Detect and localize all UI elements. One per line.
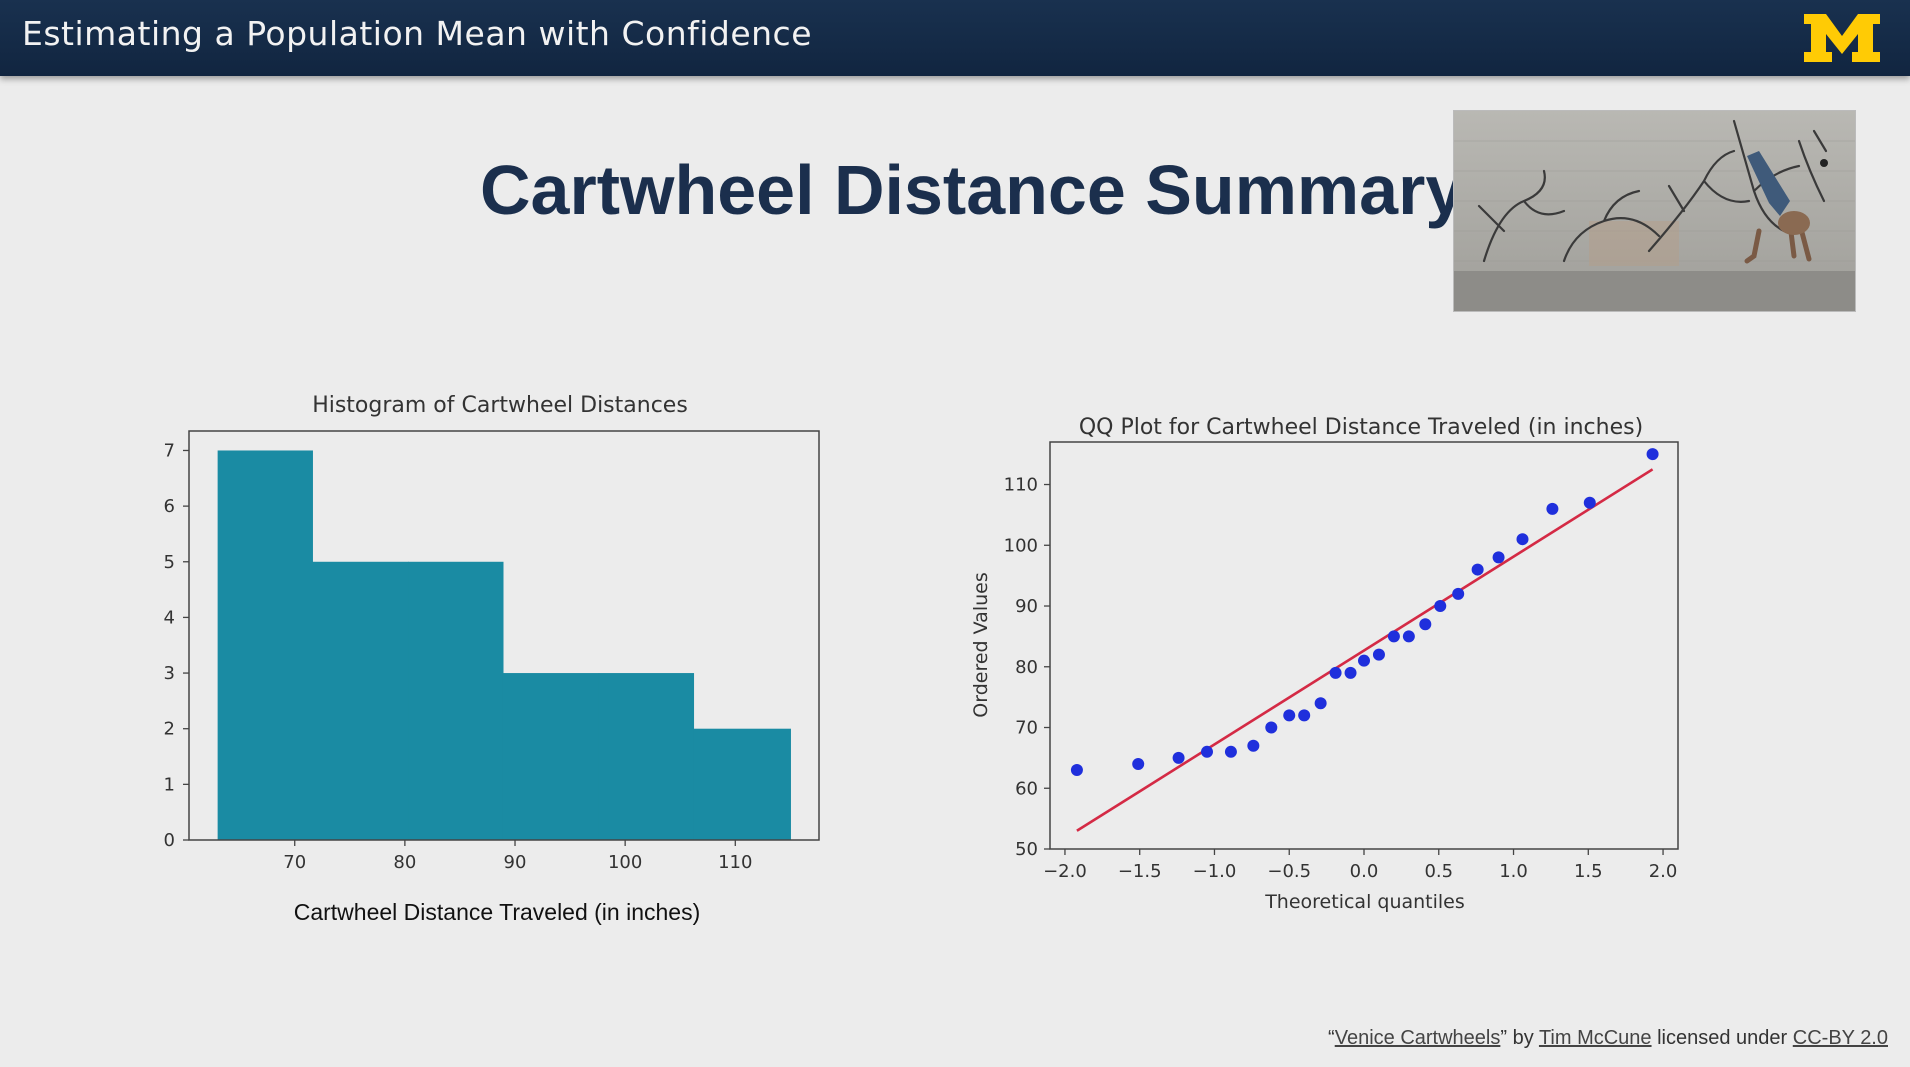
histogram-x-tick-label: 110 (718, 852, 752, 873)
histogram-bar (693, 728, 791, 840)
image-credit: “Venice Cartwheels” by Tim McCune licens… (1328, 1027, 1888, 1050)
histogram-title: Histogram of Cartwheel Distances (312, 393, 688, 418)
histogram-bar (312, 561, 409, 840)
qq-x-tick-label: −1.5 (1118, 861, 1162, 882)
qq-y-tick-label: 50 (1015, 839, 1038, 860)
histogram-x-axis-label: Cartwheel Distance Traveled (in inches) (294, 899, 701, 925)
histogram-y-tick-label: 1 (164, 774, 175, 795)
qq-data-point (1419, 618, 1432, 631)
qq-data-point (1358, 654, 1370, 667)
qq-data-point (1583, 496, 1596, 509)
histogram-x-tick-label: 80 (393, 852, 416, 873)
qq-data-point (1201, 745, 1213, 758)
qq-x-tick-label: −2.0 (1043, 861, 1087, 882)
qq-data-point (1224, 745, 1237, 758)
qq-data-point (1132, 757, 1145, 770)
qq-x-tick-label: 0.5 (1424, 861, 1453, 882)
histogram-y-tick-label: 5 (164, 552, 175, 573)
histogram-y-tick-label: 2 (164, 719, 175, 740)
qq-data-point (1492, 551, 1505, 564)
qq-data-point (1329, 666, 1342, 679)
qq-data-point (1372, 648, 1385, 661)
qq-x-tick-label: 2.0 (1649, 861, 1678, 882)
qq-data-point (1471, 563, 1484, 576)
university-logo (1804, 14, 1880, 62)
qq-plot-title: QQ Plot for Cartwheel Distance Traveled … (1079, 415, 1643, 440)
histogram-bar (408, 561, 504, 840)
histogram-chart: Histogram of Cartwheel Distances 70 80 90 1… (164, 393, 820, 925)
credit-work-link[interactable]: Venice Cartwheels (1334, 1027, 1501, 1049)
qq-y-tick-label: 90 (1015, 596, 1038, 617)
histogram-y-tick-label: 0 (164, 830, 175, 851)
histogram-y-tick-label: 6 (164, 496, 175, 517)
qq-x-axis-label: Theoretical quantiles (1264, 891, 1465, 913)
histogram-bar (217, 450, 313, 840)
qq-data-point (1516, 533, 1529, 546)
qq-data-point (1402, 630, 1415, 643)
qq-y-axis-label: Ordered Values (970, 572, 992, 717)
histogram-y-tick-label: 3 (164, 663, 175, 684)
qq-data-point (1646, 448, 1659, 461)
histogram-y-tick-label: 7 (164, 440, 175, 461)
histogram-x-tick-label: 90 (504, 852, 527, 873)
qq-data-point (1387, 630, 1400, 643)
qq-data-point (1265, 721, 1278, 734)
histogram-x-tick-label: 100 (608, 852, 642, 873)
credit-close-quote: ” (1500, 1027, 1508, 1049)
qq-y-tick-label: 70 (1015, 718, 1038, 739)
course-title: Estimating a Population Mean with Confid… (22, 14, 813, 53)
histogram-bar (502, 673, 600, 840)
qq-data-point (1434, 600, 1447, 613)
qq-data-point (1247, 739, 1260, 752)
histogram-y-tick-label: 4 (164, 607, 175, 628)
qq-x-tick-label: 0.0 (1350, 861, 1379, 882)
cartwheel-photo (1453, 110, 1856, 312)
histogram-x-tick-label: 70 (283, 852, 306, 873)
qq-data-point (1344, 666, 1357, 679)
qq-y-tick-label: 110 (1004, 475, 1038, 496)
slide-title: Cartwheel Distance Summary (480, 151, 1465, 229)
qq-data-point (1298, 709, 1311, 722)
qq-data-point (1283, 709, 1296, 722)
qq-fit-line (1076, 468, 1654, 832)
qq-y-tick-label: 100 (1004, 535, 1038, 556)
credit-by: by (1512, 1027, 1534, 1049)
qq-data-point (1314, 697, 1327, 710)
histogram-frame (188, 430, 820, 841)
qq-data-point (1172, 751, 1185, 764)
credit-open-quote: “ (1328, 1027, 1335, 1049)
histogram-bar (598, 673, 695, 840)
qq-y-tick-label: 60 (1015, 778, 1038, 799)
qq-data-point (1070, 764, 1083, 777)
header-bar: Estimating a Population Mean with Confid… (0, 0, 1910, 76)
qq-data-point (1452, 587, 1465, 600)
qq-x-tick-label: −0.5 (1267, 861, 1311, 882)
qq-y-tick-label: 80 (1015, 657, 1038, 678)
credit-license-link[interactable]: CC-BY 2.0 (1792, 1027, 1888, 1049)
credit-author-link[interactable]: Tim McCune (1538, 1027, 1652, 1049)
qq-x-tick-label: 1.5 (1574, 861, 1603, 882)
credit-licensed: licensed under (1657, 1027, 1788, 1049)
qq-x-tick-label: 1.0 (1499, 861, 1528, 882)
qq-plot-chart: QQ Plot for Cartwheel Distance Traveled … (970, 415, 1679, 913)
qq-data-point (1546, 502, 1559, 515)
qq-x-tick-label: −1.0 (1193, 861, 1237, 882)
